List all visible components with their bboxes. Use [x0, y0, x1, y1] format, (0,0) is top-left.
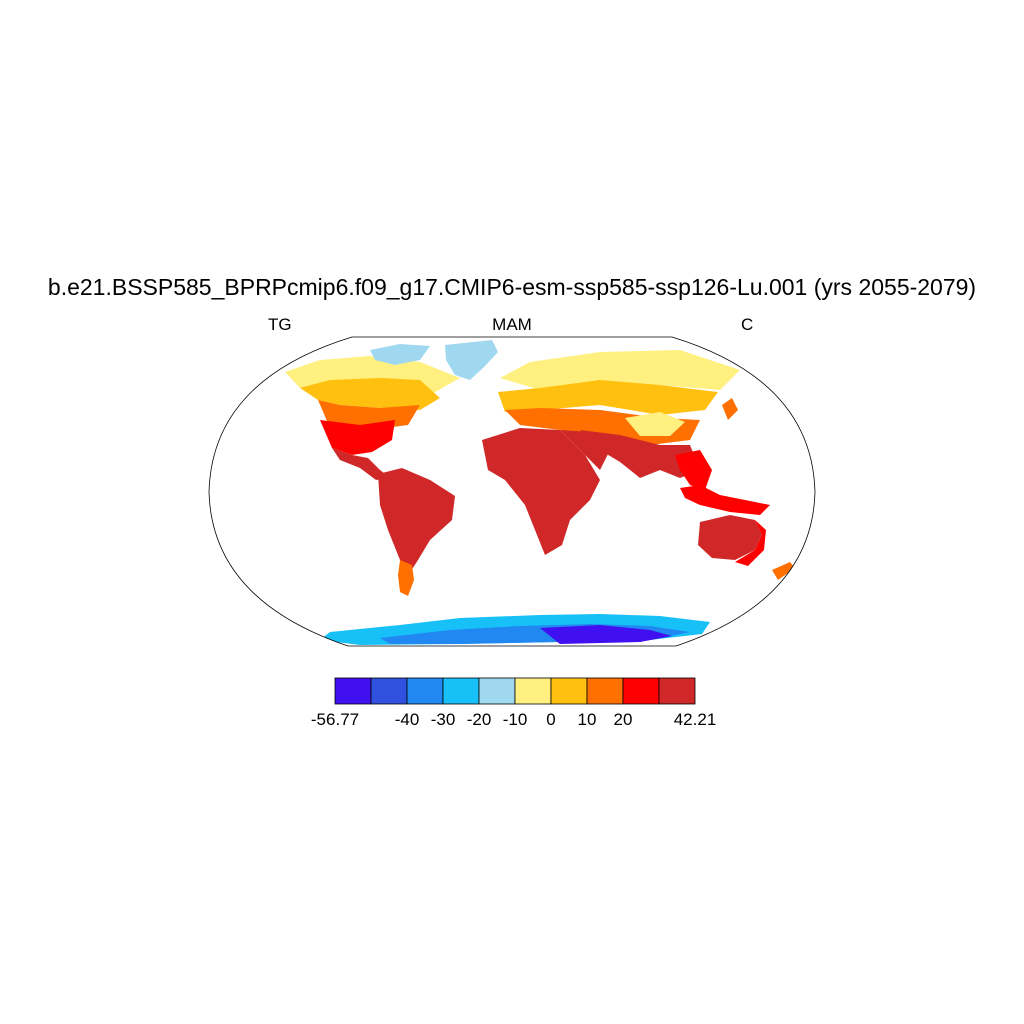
colorbar-box [550, 677, 588, 705]
middle-east [560, 430, 610, 470]
colorbar-box [406, 677, 444, 705]
colorbar-label: -30 [430, 710, 456, 729]
colorbar-box [658, 677, 696, 705]
south-asia [580, 430, 700, 478]
arctic-islands [370, 344, 430, 365]
colorbar [334, 677, 696, 705]
north-america-mid [300, 378, 440, 410]
indonesia [680, 485, 770, 515]
antarctica-plateau [540, 625, 672, 644]
figure-title: b.e21.BSSP585_BPRPcmip6.f09_g17.CMIP6-es… [47, 274, 977, 300]
colorbar-label: -40 [394, 710, 420, 729]
colorbar-box [442, 677, 480, 705]
eurasia-north [500, 350, 740, 390]
africa [482, 428, 600, 555]
greenland [445, 340, 498, 380]
season-label: MAM [492, 315, 532, 334]
south-america-south [398, 560, 414, 596]
japan [722, 398, 738, 420]
tibet-plateau [625, 412, 685, 436]
colorbar-label: 20 [613, 710, 633, 729]
colorbar-label: 42.21 [673, 710, 717, 729]
colorbar-label: 0 [546, 710, 556, 729]
units-label: C [741, 315, 754, 334]
land-surface-temperature [285, 340, 795, 645]
australia-edge [735, 520, 766, 566]
eurasia-mid [498, 380, 718, 415]
new-zealand [772, 562, 795, 580]
colorbar-label: -56.77 [310, 710, 360, 729]
colorbar-label: -10 [502, 710, 528, 729]
southeast-asia [675, 450, 712, 490]
colorbar-box [478, 677, 516, 705]
colorbar-label: 10 [577, 710, 597, 729]
colorbar-box [586, 677, 624, 705]
colorbar-box [622, 677, 660, 705]
australia-core [698, 515, 762, 560]
variable-label: TG [268, 315, 292, 334]
colorbar-label: -20 [466, 710, 492, 729]
map-frame [208, 336, 816, 647]
colorbar-box [334, 677, 372, 705]
central-america [332, 448, 390, 480]
south-america-core [378, 468, 455, 580]
colorbar-box [370, 677, 408, 705]
usa-south [320, 420, 395, 455]
colorbar-box [514, 677, 552, 705]
